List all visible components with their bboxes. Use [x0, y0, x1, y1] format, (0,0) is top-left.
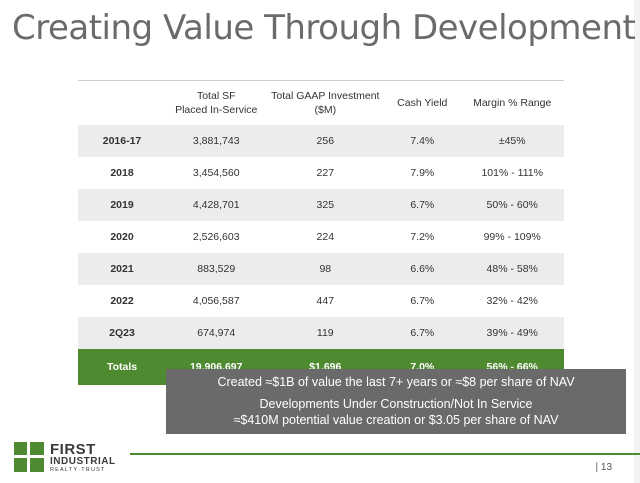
row-period: 2020: [78, 221, 167, 253]
development-table: Total SF Placed In-Service Total GAAP In…: [78, 80, 564, 385]
header-cash-yield: Cash Yield: [384, 80, 461, 125]
table-row: 2021 883,529 98 6.6% 48% - 58%: [78, 253, 564, 285]
logo-word-realty-trust: REALTY·TRUST: [50, 467, 106, 473]
page-number: | 13: [595, 462, 613, 473]
row-investment: 447: [266, 285, 385, 317]
row-sf: 4,428,701: [166, 189, 267, 221]
header-gaap-investment: Total GAAP Investment ($M): [266, 80, 385, 125]
row-period: 2Q23: [78, 317, 167, 349]
callout-line-value-created: Created ≈$1B of value the last 7+ years …: [217, 375, 575, 389]
row-yield: 6.7%: [384, 285, 461, 317]
row-investment: 119: [266, 317, 385, 349]
row-yield: 7.9%: [384, 157, 461, 189]
table-row: 2019 4,428,701 325 6.7% 50% - 60%: [78, 189, 564, 221]
row-investment: 224: [266, 221, 385, 253]
table-row: 2020 2,526,603 224 7.2% 99% - 109%: [78, 221, 564, 253]
row-margin: 39% - 49%: [460, 317, 564, 349]
slide-title: Creating Value Through Development: [12, 8, 636, 48]
row-sf: 3,881,743: [166, 125, 267, 157]
row-period: 2018: [78, 157, 167, 189]
header-cash-yield-label: Cash Yield: [397, 97, 448, 109]
row-yield: 6.7%: [384, 317, 461, 349]
table-row: 2016-17 3,881,743 256 7.4% ±45%: [78, 125, 564, 157]
header-gaap-line2: ($M): [314, 104, 337, 116]
row-period: 2021: [78, 253, 167, 285]
row-margin: 48% - 58%: [460, 253, 564, 285]
totals-label: Totals: [78, 349, 167, 385]
row-margin: 101% - 111%: [460, 157, 564, 189]
row-yield: 7.4%: [384, 125, 461, 157]
row-investment: 98: [266, 253, 385, 285]
table-header-row: Total SF Placed In-Service Total GAAP In…: [78, 80, 564, 125]
row-yield: 6.7%: [384, 189, 461, 221]
row-sf: 4,056,587: [166, 285, 267, 317]
callout-line-potential-value: ≈$410M potential value creation or $3.05…: [233, 413, 559, 427]
header-total-sf-line2: Placed In-Service: [175, 104, 258, 116]
row-yield: 6.6%: [384, 253, 461, 285]
row-margin: 50% - 60%: [460, 189, 564, 221]
logo-word-industrial: INDUSTRIAL: [50, 456, 116, 467]
logo-mark-icon: [14, 442, 44, 472]
row-investment: 227: [266, 157, 385, 189]
row-period: 2022: [78, 285, 167, 317]
footer-divider: [130, 453, 640, 455]
row-investment: 256: [266, 125, 385, 157]
table-row: 2018 3,454,560 227 7.9% 101% - 111%: [78, 157, 564, 189]
row-sf: 3,454,560: [166, 157, 267, 189]
company-logo: FIRST INDUSTRIAL REALTY·TRUST: [14, 441, 124, 476]
table-row: 2Q23 674,974 119 6.7% 39% - 49%: [78, 317, 564, 349]
header-total-sf-line1: Total SF: [196, 90, 236, 102]
row-margin: 32% - 42%: [460, 285, 564, 317]
row-period: 2016-17: [78, 125, 167, 157]
callout-line-developments: Developments Under Construction/Not In S…: [259, 397, 533, 411]
row-investment: 325: [266, 189, 385, 221]
header-gaap-line1: Total GAAP Investment: [271, 90, 380, 102]
slide-edge-strip: [634, 0, 640, 483]
row-sf: 674,974: [166, 317, 267, 349]
row-period: 2019: [78, 189, 167, 221]
value-creation-callout: Created ≈$1B of value the last 7+ years …: [166, 369, 626, 434]
row-sf: 2,526,603: [166, 221, 267, 253]
header-margin-label: Margin % Range: [473, 97, 552, 109]
row-margin: ±45%: [460, 125, 564, 157]
header-period: [78, 80, 167, 125]
row-yield: 7.2%: [384, 221, 461, 253]
row-sf: 883,529: [166, 253, 267, 285]
row-margin: 99% - 109%: [460, 221, 564, 253]
logo-word-first: FIRST: [50, 441, 96, 458]
table-row: 2022 4,056,587 447 6.7% 32% - 42%: [78, 285, 564, 317]
header-margin-range: Margin % Range: [460, 80, 564, 125]
header-total-sf: Total SF Placed In-Service: [166, 80, 267, 125]
